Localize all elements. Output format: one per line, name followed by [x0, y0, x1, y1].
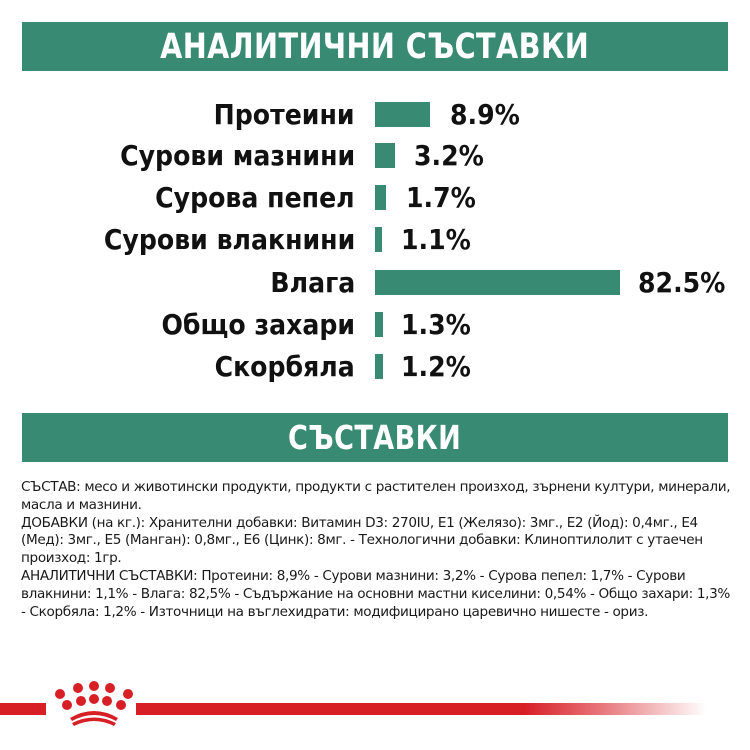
chart-row-starch: Скорбяла 1.2%	[0, 348, 750, 386]
footer-red-line-left	[0, 703, 46, 715]
row-label: Скорбяла	[214, 350, 355, 383]
footer-red-line-right	[136, 703, 706, 715]
additives-paragraph: ДОБАВКИ (на кг.): Хранителни добавки: Ви…	[21, 514, 703, 567]
analytical-constituents-banner: АНАЛИТИЧНИ СЪСТАВКИ	[22, 22, 728, 71]
banner-title: АНАЛИТИЧНИ СЪСТАВКИ	[160, 26, 590, 67]
bar	[375, 102, 430, 127]
ingredients-text: СЪСТАВ: месо и животински продукти, прод…	[21, 479, 733, 621]
row-label: Сурова пепел	[155, 181, 355, 214]
bar	[375, 185, 386, 210]
bar	[375, 270, 620, 295]
chart-row-ash: Сурова пепел 1.7%	[0, 179, 750, 217]
row-label: Сурови влакнини	[103, 223, 355, 256]
chart-row-fibre: Сурови влакнини 1.1%	[0, 221, 750, 259]
row-value: 3.2%	[414, 139, 484, 172]
row-label: Сурови мазнини	[119, 139, 355, 172]
crown-icon	[55, 681, 133, 726]
row-value: 8.9%	[450, 98, 520, 131]
bar	[375, 312, 383, 337]
row-value: 1.2%	[401, 350, 471, 383]
chart-row-moisture: Влага 82.5%	[0, 264, 750, 302]
ingredients-banner: СЪСТАВКИ	[22, 413, 728, 462]
row-label: Влага	[270, 266, 355, 299]
row-value: 82.5%	[638, 266, 726, 299]
bar	[375, 227, 382, 252]
chart-row-protein: Протеини 8.9%	[0, 96, 750, 134]
row-label: Протеини	[214, 98, 355, 131]
row-value: 1.3%	[401, 308, 471, 341]
row-value: 1.1%	[401, 223, 471, 256]
row-value: 1.7%	[406, 181, 476, 214]
row-label: Общо захари	[161, 308, 355, 341]
analytical-paragraph: АНАЛИТИЧНИ СЪСТАВКИ: Протеини: 8,9% - Су…	[21, 567, 730, 620]
chart-row-sugars: Общо захари 1.3%	[0, 306, 750, 344]
bar	[375, 354, 383, 379]
chart-row-fat: Сурови мазнини 3.2%	[0, 137, 750, 175]
banner-title: СЪСТАВКИ	[288, 418, 462, 457]
composition-paragraph: СЪСТАВ: месо и животински продукти, прод…	[21, 479, 731, 513]
bar	[375, 143, 395, 168]
